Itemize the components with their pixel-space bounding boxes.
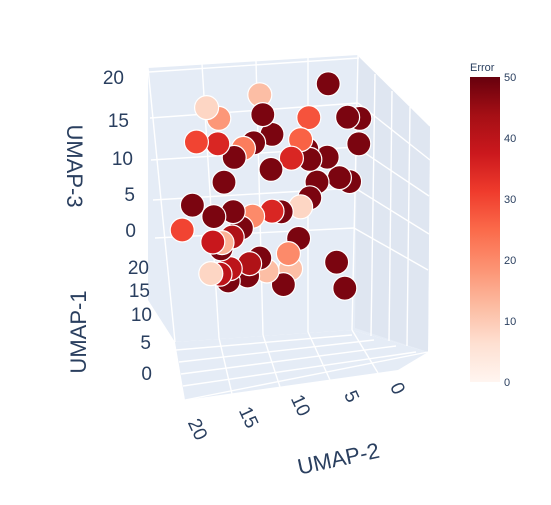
x-axis-ticks: 20 15 10 5 0 bbox=[128, 258, 152, 385]
scene-3d bbox=[147, 54, 431, 401]
x-axis-title: UMAP-1 bbox=[66, 290, 91, 373]
x-tick-label: 15 bbox=[129, 281, 150, 302]
data-point bbox=[179, 192, 205, 218]
z-tick-label: 15 bbox=[108, 111, 129, 132]
data-point bbox=[198, 261, 224, 287]
z-tick-label: 0 bbox=[125, 221, 136, 242]
x-tick-label: 5 bbox=[140, 333, 151, 354]
colorbar-tick-label: 10 bbox=[504, 316, 516, 328]
y-tick-label: 0 bbox=[385, 379, 409, 397]
colorbar-tick-label: 30 bbox=[504, 194, 516, 206]
colorbar-title: Error bbox=[470, 62, 495, 74]
y-tick-label: 15 bbox=[234, 404, 262, 432]
data-point bbox=[169, 217, 195, 243]
data-point bbox=[275, 241, 301, 267]
colorbar-tick-label: 0 bbox=[504, 377, 510, 389]
z-axis-title: UMAP-3 bbox=[62, 124, 87, 207]
data-point bbox=[324, 249, 350, 275]
y-tick-label: 20 bbox=[183, 416, 211, 444]
data-point bbox=[194, 94, 220, 121]
colorbar-tick-label: 50 bbox=[504, 72, 516, 84]
data-point bbox=[201, 204, 227, 230]
data-point bbox=[332, 275, 358, 301]
data-point bbox=[250, 101, 276, 128]
data-point bbox=[205, 131, 231, 157]
data-point bbox=[296, 104, 322, 131]
data-point bbox=[270, 272, 296, 298]
z-axis-ticks: 20 15 10 5 0 bbox=[103, 68, 136, 242]
x-tick-label: 10 bbox=[131, 305, 152, 326]
colorbar-tick-label: 20 bbox=[504, 255, 516, 267]
x-tick-label: 20 bbox=[128, 258, 149, 279]
y-tick-label: 5 bbox=[339, 387, 363, 405]
data-points bbox=[169, 71, 373, 301]
data-point bbox=[315, 71, 341, 97]
data-point bbox=[200, 229, 226, 255]
z-tick-label: 5 bbox=[124, 185, 135, 206]
y-tick-label: 10 bbox=[286, 392, 314, 420]
z-tick-label: 10 bbox=[112, 149, 133, 170]
data-point bbox=[221, 144, 247, 170]
data-point bbox=[278, 145, 304, 171]
floor-plane bbox=[175, 330, 428, 400]
x-tick-label: 0 bbox=[141, 364, 152, 385]
y-axis-title: UMAP-2 bbox=[295, 438, 382, 480]
colorbar: Error 50 40 30 20 10 0 bbox=[470, 62, 516, 389]
data-point bbox=[335, 104, 361, 130]
data-point bbox=[211, 169, 237, 195]
gridlines bbox=[147, 54, 431, 401]
colorbar-gradient bbox=[470, 77, 500, 382]
z-tick-label: 20 bbox=[103, 68, 124, 89]
data-point bbox=[183, 129, 209, 155]
colorbar-tick-label: 40 bbox=[504, 133, 516, 145]
data-point bbox=[346, 131, 372, 157]
data-point bbox=[258, 156, 284, 182]
